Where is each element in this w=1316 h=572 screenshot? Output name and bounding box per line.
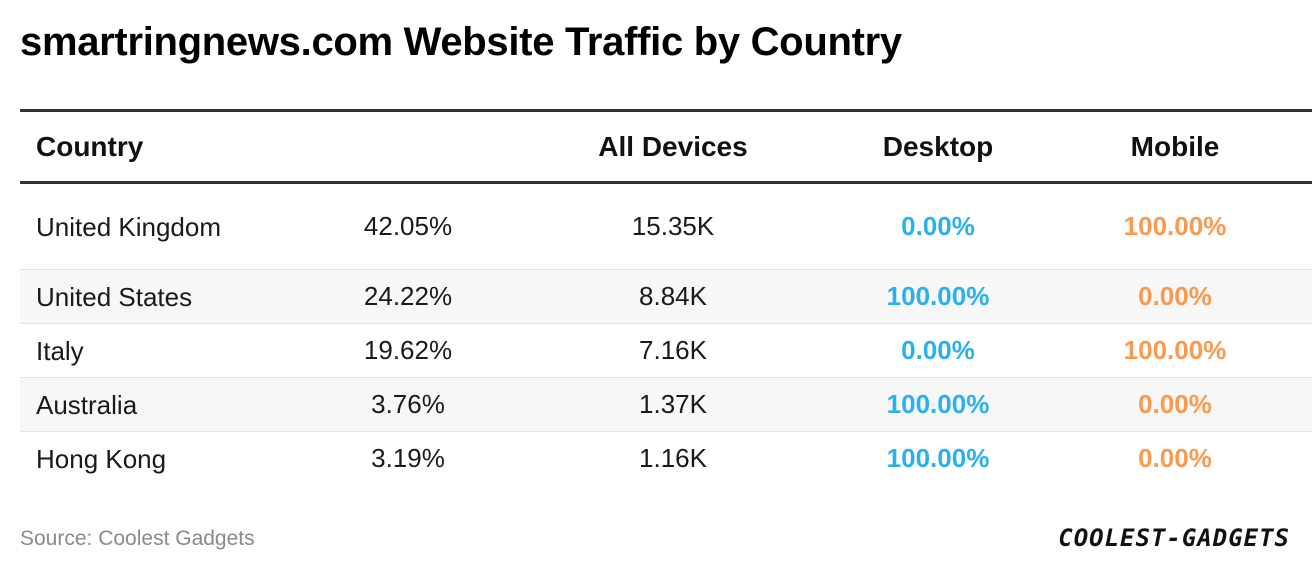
table-row: Italy 19.62% 7.16K 0.00% 100.00% xyxy=(20,323,1312,378)
source-note: Source: Coolest Gadgets xyxy=(20,527,255,550)
cell-all-devices: 8.84K xyxy=(508,269,838,324)
cell-share: 19.62% xyxy=(308,323,508,378)
cell-mobile: 100.00% xyxy=(1038,323,1312,378)
table-row: Australia 3.76% 1.37K 100.00% 0.00% xyxy=(20,377,1312,432)
cell-all-devices: 15.35K xyxy=(508,182,838,270)
cell-mobile: 100.00% xyxy=(1038,182,1312,270)
header-share xyxy=(308,109,508,184)
cell-country: United Kingdom xyxy=(20,182,308,270)
traffic-table: Country All Devices Desktop Mobile Unite… xyxy=(20,109,1312,486)
header-all-devices: All Devices xyxy=(508,109,838,184)
header-country: Country xyxy=(20,109,308,184)
brand-logo: COOLEST-GADGETS xyxy=(1058,524,1290,552)
cell-desktop: 100.00% xyxy=(838,269,1038,324)
table-header-row: Country All Devices Desktop Mobile xyxy=(20,109,1312,184)
cell-mobile: 0.00% xyxy=(1138,443,1212,474)
table-row: Hong Kong 3.19% 1.16K 100.00% 0.00% xyxy=(20,432,1312,486)
cell-desktop: 100.00% xyxy=(838,377,1038,432)
cell-country: Italy xyxy=(20,323,308,378)
table-row: United Kingdom 42.05% 15.35K 0.00% 100.0… xyxy=(20,182,1312,270)
header-desktop: Desktop xyxy=(838,109,1038,184)
cell-all-devices: 7.16K xyxy=(508,323,838,378)
cell-mobile: 0.00% xyxy=(1038,377,1312,432)
cell-all-devices: 1.37K xyxy=(508,377,838,432)
cell-share: 24.22% xyxy=(308,269,508,324)
cell-all-devices: 1.16K xyxy=(639,443,707,474)
cell-mobile: 0.00% xyxy=(1038,269,1312,324)
cell-desktop: 0.00% xyxy=(838,182,1038,270)
cell-country: Hong Kong xyxy=(36,443,167,474)
cell-country: United States xyxy=(20,269,308,324)
page-title: smartringnews.com Website Traffic by Cou… xyxy=(20,20,902,64)
traffic-table-container: Country All Devices Desktop Mobile Unite… xyxy=(20,109,1312,486)
cell-country: Australia xyxy=(20,377,308,432)
header-mobile: Mobile xyxy=(1038,109,1312,184)
cell-desktop: 0.00% xyxy=(838,323,1038,378)
cell-share: 3.19% xyxy=(371,443,445,474)
cell-share: 42.05% xyxy=(308,182,508,270)
table-row: United States 24.22% 8.84K 100.00% 0.00% xyxy=(20,269,1312,324)
cell-share: 3.76% xyxy=(308,377,508,432)
cell-desktop: 100.00% xyxy=(886,443,990,474)
